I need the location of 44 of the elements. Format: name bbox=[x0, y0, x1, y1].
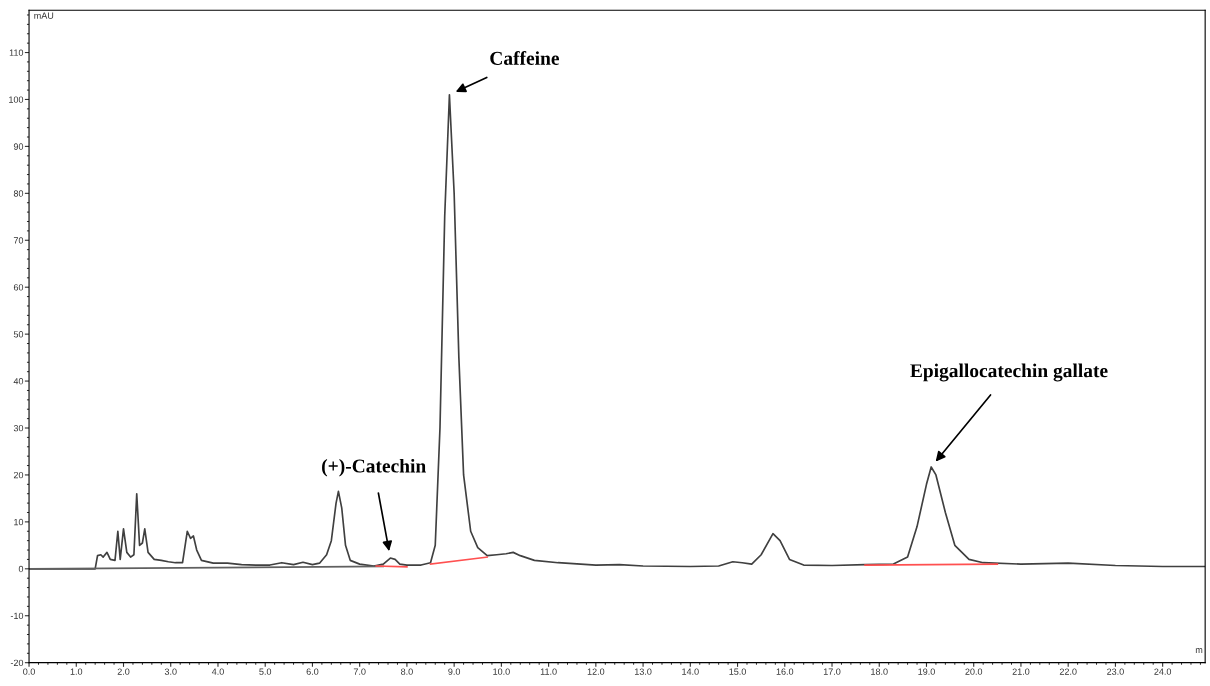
x-tick-label: 8.0 bbox=[401, 668, 413, 675]
x-tick-label: 21.0 bbox=[1012, 668, 1030, 675]
annotation: Epigallocatechin gallate bbox=[910, 363, 1108, 382]
y-tick-label: 50 bbox=[13, 331, 24, 338]
x-tick-label: 22.0 bbox=[1059, 668, 1077, 675]
x-tick-label: 16.0 bbox=[776, 668, 794, 675]
y-tick-label: 80 bbox=[13, 190, 24, 197]
y-tick-label: 0 bbox=[18, 565, 24, 573]
y-tick-label: 10 bbox=[14, 518, 24, 526]
x-tick-label: 17.0 bbox=[823, 668, 841, 675]
x-tick-label: 15.0 bbox=[729, 668, 746, 675]
y-tick-label: 20 bbox=[13, 471, 24, 479]
annotation: (+)-Catechin bbox=[322, 458, 426, 477]
x-tick-label: 3.0 bbox=[164, 668, 177, 675]
x-tick-label: 18.0 bbox=[871, 668, 888, 675]
x-tick-label: 9.0 bbox=[448, 668, 461, 675]
x-axis-title: m bbox=[1195, 648, 1203, 653]
x-tick-label: 12.0 bbox=[587, 668, 605, 675]
y-tick-label: 110 bbox=[9, 49, 24, 56]
x-tick-label: 7.0 bbox=[353, 668, 366, 675]
x-tick-label: 20.0 bbox=[965, 668, 983, 675]
x-tick-label: 11.0 bbox=[540, 668, 557, 675]
x-tick-label: 19.0 bbox=[918, 668, 935, 675]
y-tick-label: 60 bbox=[13, 284, 24, 291]
y-axis-title: mAU bbox=[34, 12, 54, 19]
x-tick-label: 13.0 bbox=[634, 668, 652, 675]
x-tick-label: 2.0 bbox=[117, 668, 130, 675]
y-tick-label: -10 bbox=[10, 612, 24, 620]
x-tick-label: 6.0 bbox=[306, 668, 319, 675]
x-tick-label: 0.0 bbox=[23, 668, 35, 675]
y-tick-label: 100 bbox=[9, 96, 24, 103]
x-tick-label: 23.0 bbox=[1107, 668, 1124, 675]
x-tick-label: 5.0 bbox=[259, 668, 272, 675]
y-tick-label: 30 bbox=[13, 424, 24, 432]
x-tick-label: 10.0 bbox=[493, 668, 510, 675]
y-tick-label: -20 bbox=[10, 659, 24, 667]
x-tick-label: 1.0 bbox=[70, 668, 83, 675]
x-tick-label: 24.0 bbox=[1154, 668, 1172, 675]
x-tick-label: 4.0 bbox=[211, 668, 224, 675]
y-tick-label: 90 bbox=[13, 143, 24, 150]
y-tick-label: 70 bbox=[13, 237, 24, 244]
annotation: Caffeine bbox=[490, 51, 560, 65]
x-tick-label: 14.0 bbox=[682, 668, 699, 675]
y-tick-label: 40 bbox=[13, 378, 24, 385]
